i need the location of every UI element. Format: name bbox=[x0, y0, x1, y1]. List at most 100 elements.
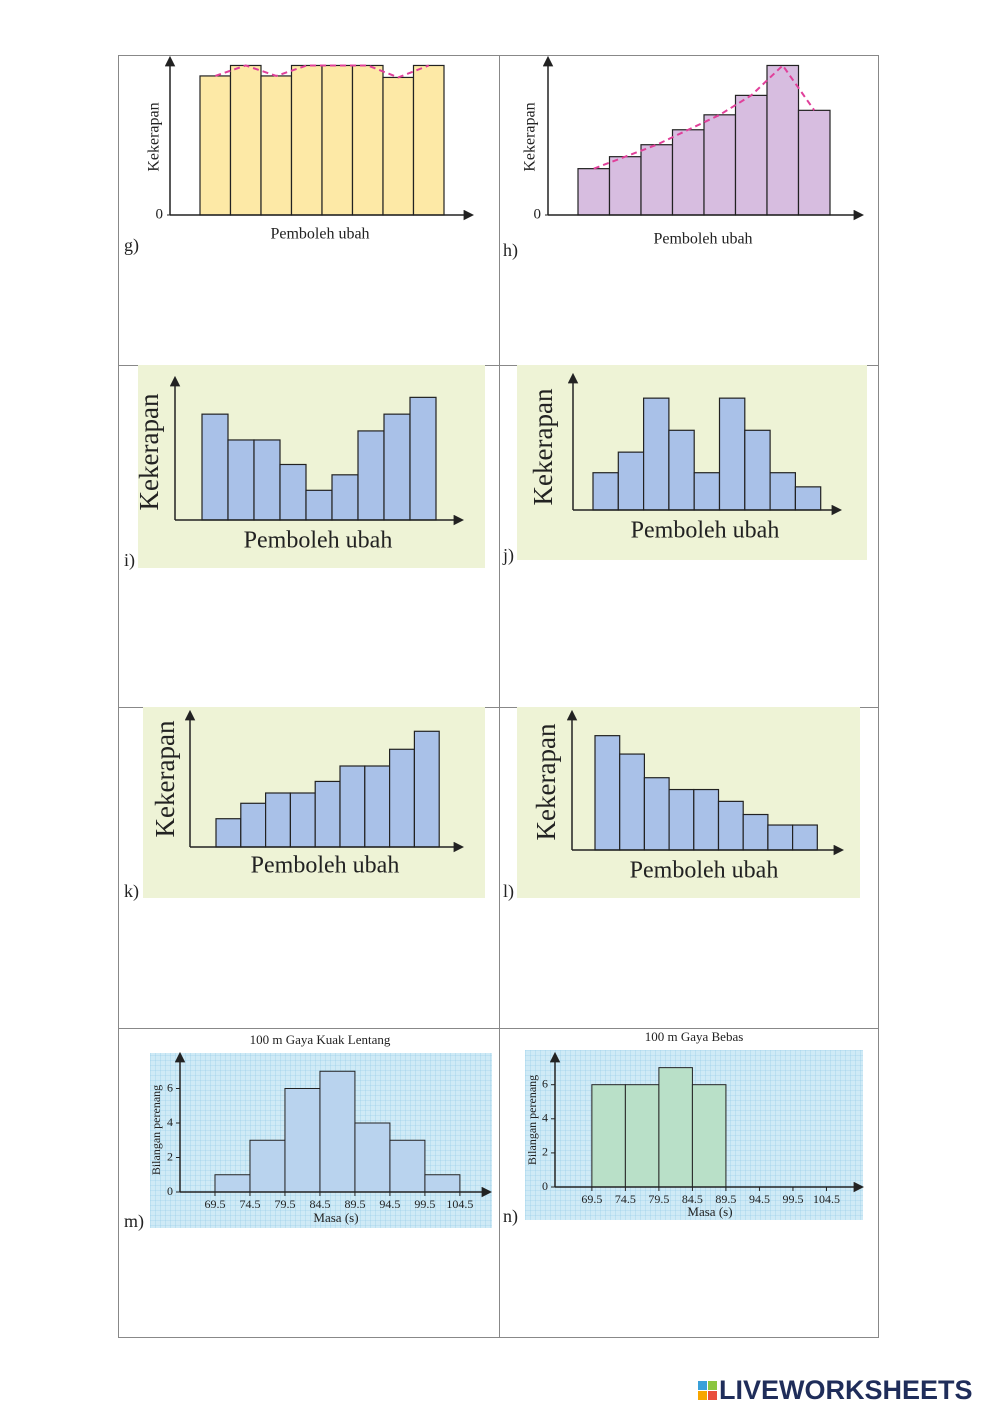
bar bbox=[791, 824, 818, 851]
chart: 69.5 74.5 79.5 84.5 89.5 94.5 99.5 104.5 100 m G… bbox=[124, 1032, 493, 1232]
y-tick-label: 2 bbox=[167, 1149, 173, 1163]
bar bbox=[389, 748, 416, 848]
chart-title: 100 m Gaya Kuak Lentang bbox=[250, 1032, 391, 1047]
y-axis-label: Kekerapan bbox=[146, 102, 163, 171]
x-tick-label: 104.5 bbox=[813, 1192, 840, 1206]
y-tick-label: 6 bbox=[542, 1076, 548, 1090]
bar bbox=[354, 1122, 391, 1193]
bar bbox=[742, 813, 769, 851]
chart: Kekerapan Pemboleh ubah j) bbox=[502, 365, 867, 566]
y-tick-label: 0 bbox=[167, 1184, 173, 1198]
y-tick-label: 2 bbox=[542, 1145, 548, 1159]
bar bbox=[214, 1174, 251, 1193]
chart: Kekerapan Pemboleh ubah l) bbox=[503, 707, 860, 902]
item-label: l) bbox=[503, 881, 514, 902]
bar bbox=[693, 788, 720, 851]
bar bbox=[624, 1084, 660, 1188]
bar bbox=[617, 451, 645, 511]
bar bbox=[289, 792, 316, 848]
x-tick-label: 84.5 bbox=[309, 1197, 330, 1211]
bar bbox=[290, 64, 323, 216]
bar bbox=[717, 800, 744, 851]
x-tick-label: 94.5 bbox=[749, 1192, 770, 1206]
bar bbox=[227, 439, 255, 521]
item-label: i) bbox=[124, 550, 135, 571]
bar bbox=[668, 429, 695, 511]
bar bbox=[249, 1139, 286, 1193]
bar bbox=[412, 64, 445, 216]
bar bbox=[592, 472, 619, 511]
bar bbox=[215, 818, 242, 848]
bar bbox=[351, 64, 384, 216]
bar bbox=[619, 753, 646, 851]
frequency-curve bbox=[593, 63, 816, 170]
x-axis-label: Masa (s) bbox=[687, 1204, 732, 1219]
bar bbox=[279, 463, 307, 521]
y-tick-label: 0 bbox=[156, 206, 164, 222]
bar bbox=[797, 109, 831, 216]
x-axis-label: Pemboleh ubah bbox=[630, 858, 779, 884]
item-label: n) bbox=[503, 1206, 518, 1227]
chart: 69.5 74.5 79.5 84.5 89.5 94.5 99.5 104.5 100 m G… bbox=[503, 1029, 865, 1227]
x-tick-label: 89.5 bbox=[715, 1192, 736, 1206]
y-axis-label: Kekerapan bbox=[522, 102, 539, 171]
bar bbox=[577, 168, 611, 216]
bar bbox=[766, 64, 800, 216]
bar bbox=[383, 413, 411, 521]
x-tick-label: 69.5 bbox=[581, 1192, 602, 1206]
bar bbox=[229, 64, 262, 216]
y-tick-label: 4 bbox=[167, 1115, 173, 1129]
bar bbox=[305, 489, 333, 521]
chart: Kekerapan Pemboleh ubah i) bbox=[124, 365, 485, 571]
item-label: h) bbox=[503, 240, 518, 261]
x-axis-label: Pemboleh ubah bbox=[270, 226, 369, 243]
bar bbox=[767, 824, 794, 851]
y-axis-label: Bilangan perenang bbox=[149, 1085, 163, 1175]
bar bbox=[591, 1084, 626, 1188]
bar bbox=[703, 114, 737, 216]
item-label: g) bbox=[124, 235, 139, 256]
x-axis-label: Pemboleh ubah bbox=[631, 518, 780, 544]
chart: Kekerapan Pemboleh ubah k) bbox=[124, 707, 485, 902]
bar bbox=[314, 780, 341, 848]
x-axis-label: Pemboleh ubah bbox=[244, 528, 393, 554]
item-label: m) bbox=[124, 1211, 144, 1232]
bar bbox=[199, 75, 232, 216]
x-axis-label: Pemboleh ubah bbox=[251, 853, 400, 879]
bar bbox=[319, 1070, 356, 1193]
item-label: k) bbox=[124, 881, 139, 902]
y-axis-label: Kekerapan bbox=[531, 723, 561, 840]
bar bbox=[424, 1174, 461, 1193]
bar bbox=[321, 64, 354, 216]
x-tick-label: 99.5 bbox=[414, 1197, 435, 1211]
x-tick-label: 94.5 bbox=[379, 1197, 400, 1211]
bar bbox=[331, 474, 359, 521]
bar bbox=[284, 1088, 321, 1193]
bar bbox=[658, 1067, 693, 1188]
bar bbox=[389, 1139, 426, 1193]
bar bbox=[643, 777, 670, 851]
x-tick-label: 74.5 bbox=[239, 1197, 260, 1211]
x-axis-label: Masa (s) bbox=[313, 1210, 358, 1225]
y-axis-label: Bilangan perenang bbox=[525, 1075, 539, 1165]
x-tick-label: 79.5 bbox=[274, 1197, 295, 1211]
bar bbox=[668, 788, 695, 851]
x-tick-label: 99.5 bbox=[782, 1192, 803, 1206]
y-tick-label: 0 bbox=[542, 1179, 548, 1193]
bar bbox=[608, 156, 642, 216]
x-tick-label: 69.5 bbox=[204, 1197, 225, 1211]
bar bbox=[642, 397, 670, 511]
y-tick-label: 4 bbox=[542, 1111, 548, 1125]
frequency-curve bbox=[214, 64, 430, 79]
item-label: j) bbox=[502, 545, 514, 566]
bar bbox=[671, 129, 705, 216]
bar bbox=[769, 472, 796, 511]
bar bbox=[640, 144, 674, 216]
bar bbox=[718, 397, 746, 511]
logo: LIVEWORKSHEETS bbox=[719, 1375, 973, 1405]
bar bbox=[744, 429, 771, 511]
bar bbox=[794, 486, 822, 511]
chart-title: 100 m Gaya Bebas bbox=[645, 1029, 744, 1044]
bar bbox=[691, 1084, 727, 1188]
